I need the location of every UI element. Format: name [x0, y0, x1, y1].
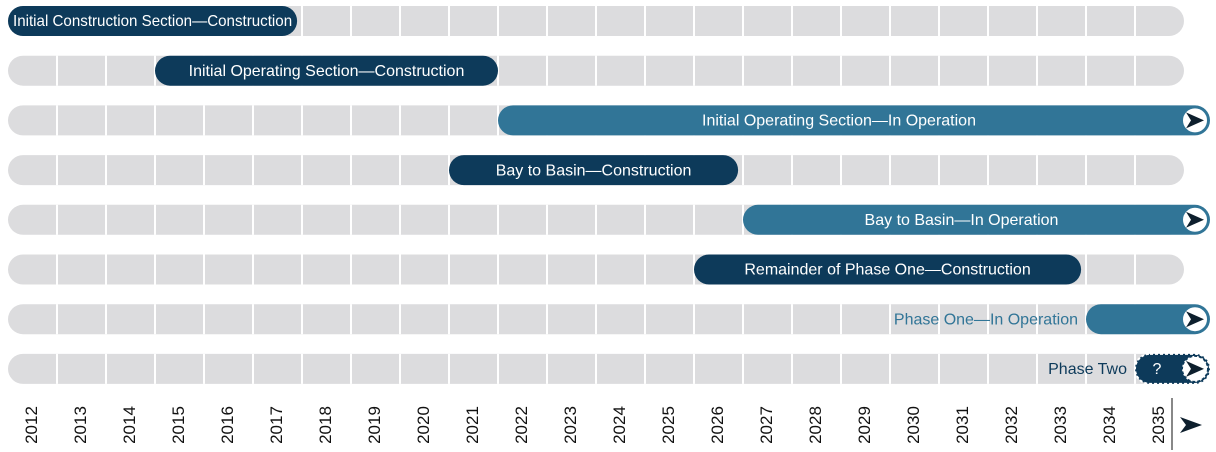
year-label: 2021: [463, 406, 482, 444]
task-label: Initial Operating Section—Construction: [189, 63, 465, 80]
task-bar: [743, 204, 1210, 235]
year-label: 2014: [120, 406, 139, 444]
task-bar: [694, 254, 1082, 285]
year-label: 2027: [757, 406, 776, 444]
year-label: 2015: [169, 406, 188, 444]
year-label: 2035: [1149, 406, 1168, 444]
task-label: Bay to Basin—Construction: [496, 162, 692, 179]
year-label: 2034: [1100, 406, 1119, 444]
task-label: Phase One—In Operation: [894, 311, 1078, 328]
task-label: Phase Two: [1048, 361, 1127, 378]
year-label: 2019: [365, 406, 384, 444]
task-marker: ?: [1153, 361, 1162, 378]
task-bar: [449, 155, 739, 186]
year-label: 2032: [1002, 406, 1021, 444]
year-label: 2022: [512, 406, 531, 444]
task-bar: [155, 55, 498, 86]
ongoing-arrow: [1186, 360, 1204, 377]
ongoing-arrow: [1186, 112, 1204, 129]
task-bar: [8, 6, 298, 36]
year-label: 2020: [414, 406, 433, 444]
ongoing-arrow: [1186, 211, 1204, 228]
year-label: 2025: [659, 406, 678, 444]
year-label: 2013: [71, 406, 90, 444]
task-label: Initial Operating Section—In Operation: [702, 113, 976, 130]
year-label: 2012: [22, 406, 41, 444]
ongoing-arrow: [1186, 311, 1204, 328]
year-label: 2030: [904, 406, 923, 444]
year-label: 2016: [218, 406, 237, 444]
year-label: 2024: [610, 406, 629, 444]
task-bar: [498, 105, 1210, 136]
task-label: Initial Construction Section—Constructio…: [13, 13, 292, 30]
year-label: 2017: [267, 406, 286, 444]
year-label: 2018: [316, 406, 335, 444]
year-label: 2033: [1051, 406, 1070, 444]
year-label: 2026: [708, 406, 727, 444]
task-label: Bay to Basin—In Operation: [865, 212, 1059, 229]
year-label: 2029: [855, 406, 874, 444]
task-bar: [1086, 304, 1210, 335]
year-label: 2031: [953, 406, 972, 444]
year-label: 2023: [561, 406, 580, 444]
axis-arrow: [1180, 417, 1202, 433]
year-label: 2028: [806, 406, 825, 444]
task-label: Remainder of Phase One—Construction: [744, 262, 1030, 279]
